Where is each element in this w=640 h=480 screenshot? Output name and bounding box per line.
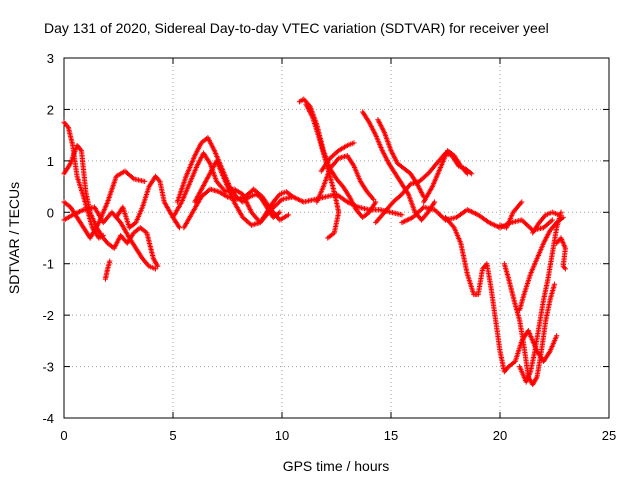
series-arc-21 (497, 199, 525, 231)
series-arc-19 (399, 204, 555, 233)
data-point (275, 200, 281, 206)
data-point (560, 214, 566, 221)
data-point (417, 207, 423, 214)
x-tick-label: 15 (384, 428, 398, 443)
data-point (278, 197, 284, 204)
y-tick-label: -2 (42, 308, 54, 323)
data-point (412, 212, 418, 218)
data-point (277, 209, 283, 215)
data-point (269, 205, 275, 212)
data-point (525, 223, 531, 229)
y-tick-label: 3 (47, 51, 54, 66)
data-point (399, 212, 405, 218)
data-point (524, 221, 530, 228)
series-arc-16 (375, 117, 427, 200)
data-point (351, 140, 357, 146)
series-arc-18 (421, 147, 470, 205)
data-point (418, 206, 424, 213)
series-arc-4 (61, 204, 159, 272)
data-point (435, 210, 441, 216)
y-tick-label: 1 (47, 154, 54, 169)
x-tick-label: 20 (493, 428, 507, 443)
data-point (152, 266, 159, 272)
y-tick-label: 0 (47, 205, 54, 220)
x-tick-label: 5 (169, 428, 176, 443)
series-arc-13 (318, 140, 357, 174)
data-point (439, 213, 445, 220)
data-point (413, 211, 420, 217)
data-points (61, 96, 568, 388)
series-arc-7 (174, 135, 283, 221)
data-point (464, 171, 470, 177)
series-arc-24 (517, 214, 566, 313)
data-point (556, 212, 562, 218)
x-tick-label: 25 (602, 428, 616, 443)
y-tick-label: -4 (42, 411, 54, 426)
data-point (526, 224, 532, 230)
data-point (410, 214, 416, 221)
plot-frame (63, 57, 610, 419)
data-point (433, 208, 439, 214)
data-point (527, 225, 533, 231)
data-point (554, 333, 560, 339)
y-axis-label: SDTVAR / TECUs (6, 182, 22, 294)
data-point (436, 211, 443, 217)
data-point (273, 202, 279, 208)
data-point (519, 217, 525, 223)
data-point (411, 213, 417, 219)
data-point (522, 220, 529, 227)
axis-ticks: 0 5 10 15 20 25 -4 -3 -2 -1 0 1 2 3 (42, 51, 616, 443)
data-point (551, 281, 558, 287)
series-arc-22 (501, 261, 558, 388)
data-point (274, 201, 280, 207)
y-tick-label: -3 (42, 360, 54, 375)
data-point (519, 199, 525, 205)
series-arc-3 (61, 168, 148, 241)
data-point (469, 171, 475, 177)
chart-title: Day 131 of 2020, Sidereal Day-to-day VTE… (44, 20, 549, 36)
series-arc-5 (102, 258, 113, 282)
data-point (370, 196, 377, 203)
data-point (107, 258, 113, 264)
series-arc-12 (303, 101, 342, 241)
data-point (415, 210, 421, 216)
data-point (276, 199, 283, 205)
series-arc-2 (61, 142, 161, 269)
data-point (272, 203, 278, 209)
x-tick-label: 10 (275, 428, 289, 443)
data-point (434, 209, 440, 215)
data-point (285, 212, 292, 218)
data-point (520, 218, 526, 224)
series-arc-25 (554, 235, 568, 272)
data-point (176, 225, 183, 231)
series-arc-26 (530, 209, 562, 236)
y-tick-label: -1 (42, 257, 54, 272)
data-point (549, 217, 555, 223)
x-axis-label: GPS time / hours (283, 458, 390, 474)
data-point (416, 209, 422, 215)
data-point (432, 207, 438, 213)
data-point (270, 204, 277, 211)
series-arc-14 (314, 153, 377, 205)
data-point (562, 266, 568, 272)
data-point (142, 178, 148, 185)
data-point (325, 235, 331, 241)
data-point (432, 199, 438, 205)
data-point (521, 219, 527, 225)
x-tick-label: 0 (60, 428, 67, 443)
series-arc-23 (517, 209, 564, 385)
data-point (561, 264, 567, 271)
data-point (438, 212, 444, 219)
y-tick-label: 2 (47, 102, 54, 117)
data-point (268, 207, 274, 213)
series-arc-6 (113, 173, 183, 231)
